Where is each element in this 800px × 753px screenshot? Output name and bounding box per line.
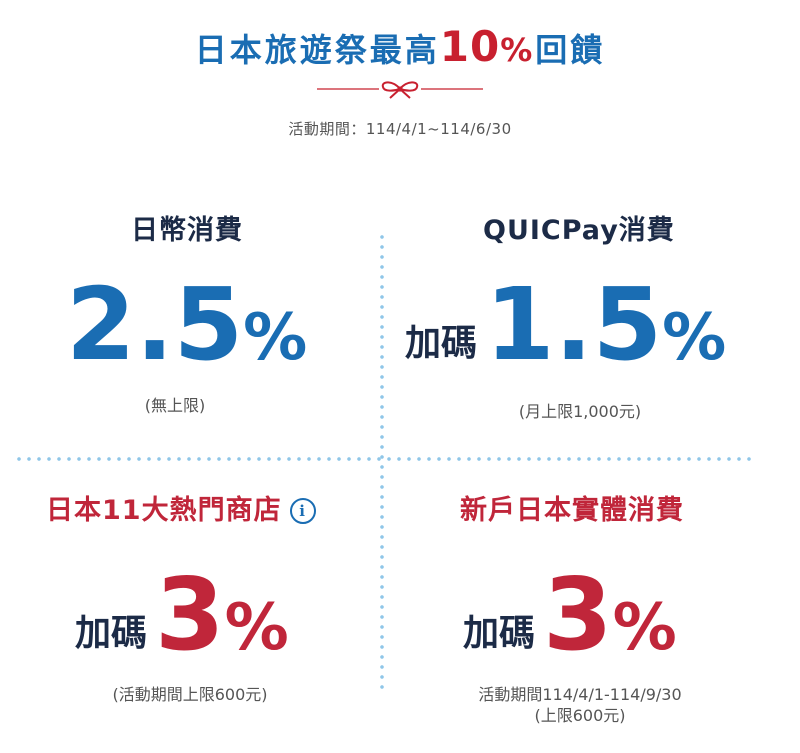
jpy-note: (無上限) (144, 396, 206, 415)
jpy-rate-percent: % (243, 301, 308, 375)
jpy-rate: 2.5% (66, 270, 307, 409)
quicpay-note: (月上限1,000元) (518, 402, 642, 421)
title-highlight-percent: % (500, 31, 536, 69)
title-suffix: 回饋 (535, 31, 606, 69)
page-title: 日本旅遊祭最高10%回饋 (0, 22, 800, 75)
jpy-rate-number: 2.5 (66, 266, 244, 383)
quicpay-rate-percent: % (662, 301, 727, 375)
newuser-section-title: 新戶日本實體消費 (460, 495, 684, 526)
stores-rate-number: 3 (155, 556, 225, 673)
stores-rate-percent: % (224, 591, 289, 665)
stores-note: (活動期間上限600元) (112, 685, 268, 704)
stores-title-text: 日本11大熱門商店 (46, 495, 282, 526)
newuser-note-cap: (上限600元) (534, 706, 626, 725)
quicpay-prefix: 加碼 (405, 323, 478, 364)
promotion-period: 活動期間：114/4/1~114/6/30 (288, 120, 512, 138)
title-prefix: 日本旅遊祭最高 (194, 31, 440, 69)
stores-rate: 加碼3% (75, 560, 289, 699)
stores-prefix: 加碼 (75, 613, 148, 654)
vertical-divider (380, 232, 384, 692)
newuser-rate-number: 3 (543, 556, 613, 673)
ribbon-divider-icon (317, 81, 483, 99)
quicpay-rate-number: 1.5 (485, 266, 663, 383)
newuser-note-period: 活動期間114/4/1-114/9/30 (478, 685, 682, 704)
newuser-rate-percent: % (612, 591, 677, 665)
info-icon[interactable]: i (289, 498, 316, 524)
stores-section-title: 日本11大熱門商店 i (46, 488, 316, 527)
newuser-rate: 加碼3% (463, 560, 677, 699)
title-highlight-number: 10 (439, 22, 501, 71)
newuser-prefix: 加碼 (463, 613, 536, 654)
quicpay-rate: 加碼1.5% (405, 270, 726, 409)
jpy-section-title: 日幣消費 (131, 215, 243, 246)
horizontal-divider (14, 457, 754, 461)
quicpay-section-title: QUICPay消費 (483, 215, 675, 246)
